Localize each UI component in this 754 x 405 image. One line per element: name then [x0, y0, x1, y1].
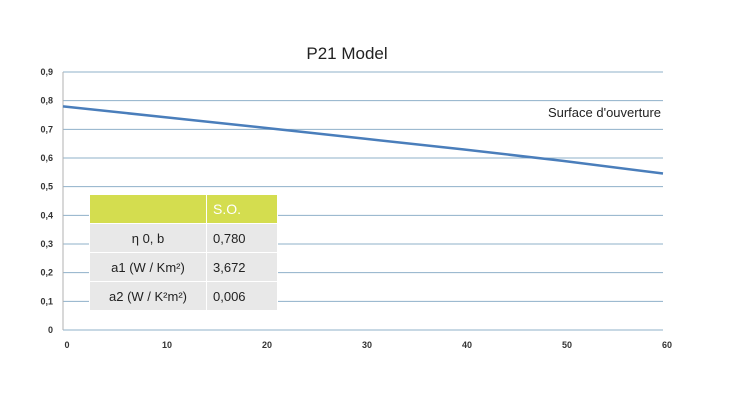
y-tick-labels: 0 0,1 0,2 0,3 0,4 0,5 0,6 0,7 0,8 0,9 [40, 67, 53, 335]
table-cell-label: a1 (W / Km²) [89, 252, 207, 282]
table-cell-value: 0,780 [206, 223, 278, 253]
table-header-cell [89, 194, 207, 224]
x-tick-label: 20 [262, 340, 272, 350]
y-tick-label: 0,5 [40, 182, 53, 192]
table-header-cell: S.O. [206, 194, 278, 224]
series-label: Surface d'ouverture [548, 105, 661, 120]
y-tick-label: 0,7 [40, 124, 53, 134]
chart-title: P21 Model [306, 44, 387, 63]
table-row: η 0, b 0,780 [89, 223, 278, 253]
parameter-table: S.O. η 0, b 0,780 a1 (W / Km²) 3,672 a2 … [89, 194, 278, 311]
x-tick-label: 10 [162, 340, 172, 350]
table-row: a2 (W / K²m²) 0,006 [89, 281, 278, 311]
y-tick-label: 0,2 [40, 268, 53, 278]
table-cell-value: 0,006 [206, 281, 278, 311]
y-tick-label: 0,3 [40, 239, 53, 249]
x-tick-label: 50 [562, 340, 572, 350]
x-tick-label: 60 [662, 340, 672, 350]
x-tick-label: 0 [64, 340, 69, 350]
table-row: a1 (W / Km²) 3,672 [89, 252, 278, 282]
table-cell-label: a2 (W / K²m²) [89, 281, 207, 311]
y-tick-label: 0 [48, 325, 53, 335]
table-header-row: S.O. [89, 194, 278, 224]
x-tick-label: 30 [362, 340, 372, 350]
table-cell-label: η 0, b [89, 223, 207, 253]
grid [62, 71, 663, 331]
x-tick-labels: 0 10 20 30 40 50 60 [64, 340, 672, 350]
x-tick-label: 40 [462, 340, 472, 350]
y-tick-label: 0,9 [40, 67, 53, 77]
series-line [62, 105, 664, 175]
table-cell-value: 3,672 [206, 252, 278, 282]
y-tick-label: 0,6 [40, 153, 53, 163]
y-tick-label: 0,4 [40, 210, 53, 220]
y-tick-label: 0,1 [40, 296, 53, 306]
series [62, 105, 664, 175]
y-tick-label: 0,8 [40, 96, 53, 106]
